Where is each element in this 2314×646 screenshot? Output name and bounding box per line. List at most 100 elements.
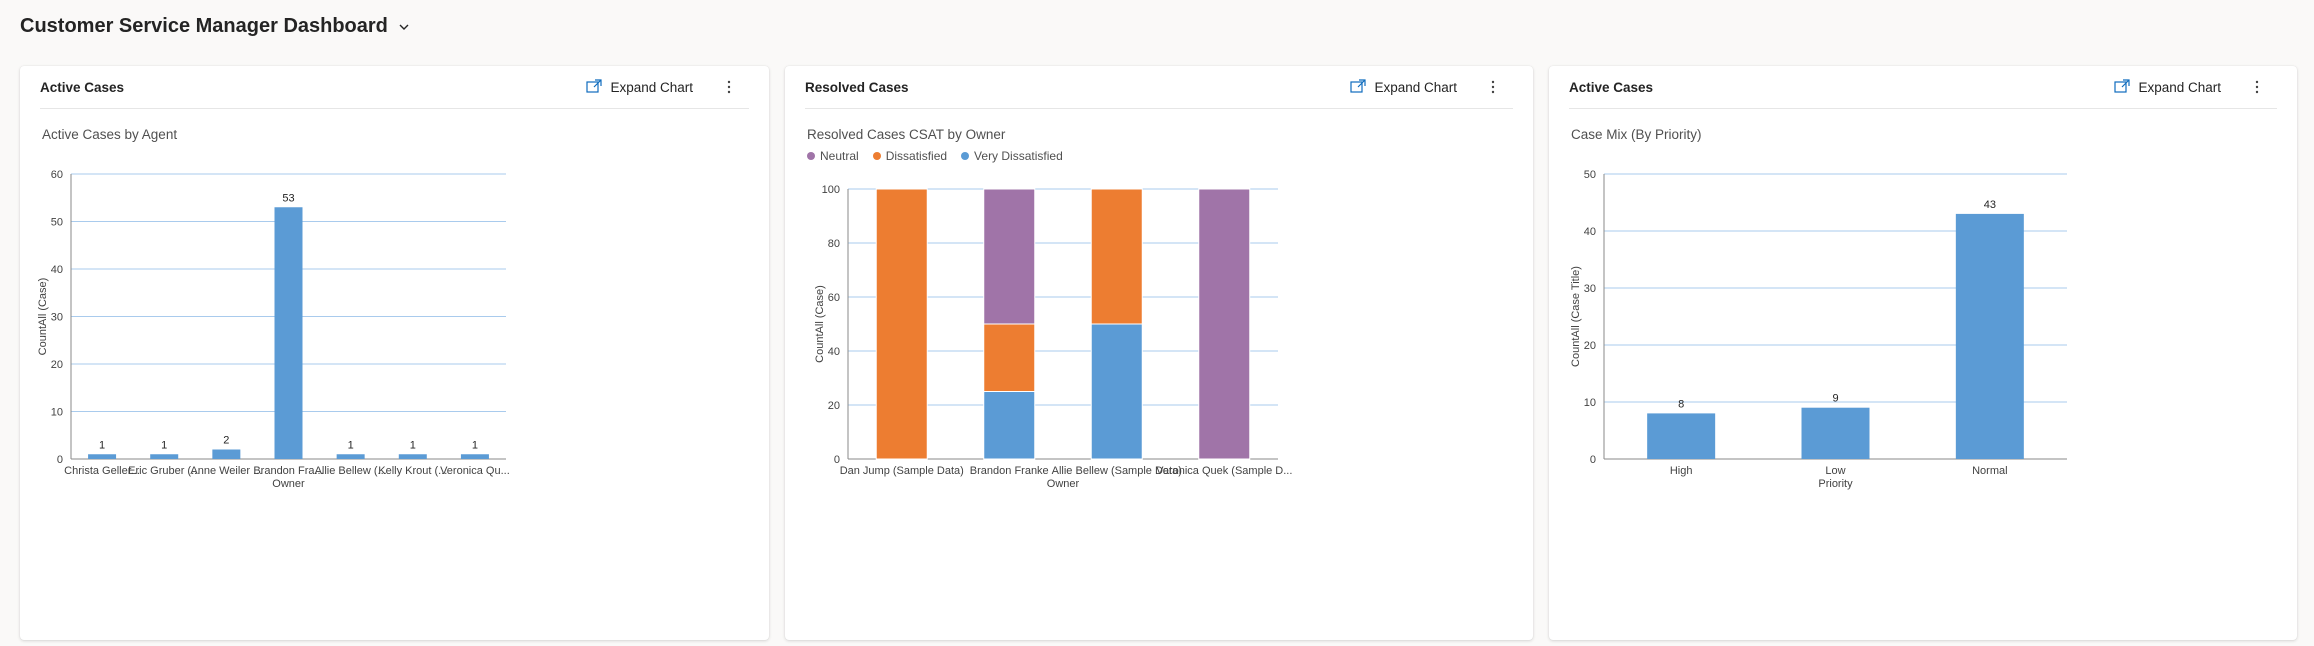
x-axis-label: Priority bbox=[1818, 478, 1853, 490]
bar-segment[interactable] bbox=[1090, 323, 1143, 460]
bar[interactable] bbox=[1955, 213, 2024, 459]
y-tick-label: 40 bbox=[1584, 226, 1596, 238]
card-actions: Expand Chart bbox=[580, 75, 749, 100]
y-axis-label: CountAll (Case Title) bbox=[1570, 266, 1582, 367]
bar-segment[interactable] bbox=[983, 391, 1036, 460]
expand-chart-button[interactable]: Expand Chart bbox=[580, 75, 699, 100]
x-tick-label: Anne Weiler ... bbox=[190, 465, 262, 477]
y-axis-label: CountAll (Case) bbox=[37, 278, 49, 356]
expand-chart-label: Expand Chart bbox=[1374, 79, 1457, 95]
bar[interactable] bbox=[150, 454, 179, 459]
x-tick-label: Low bbox=[1825, 465, 1845, 477]
more-options-button[interactable] bbox=[721, 76, 737, 98]
x-tick-label: Allie Bellew (... bbox=[315, 465, 387, 477]
expand-chart-button[interactable]: Expand Chart bbox=[1344, 75, 1463, 100]
y-tick-label: 40 bbox=[51, 264, 63, 276]
y-tick-label: 10 bbox=[51, 407, 63, 419]
y-axis-label: CountAll (Case) bbox=[814, 285, 826, 363]
x-tick-label: Brandon Franke bbox=[970, 465, 1049, 477]
data-label: 1 bbox=[472, 439, 478, 451]
legend-dot bbox=[807, 152, 815, 160]
data-label: 8 bbox=[1678, 398, 1684, 410]
x-tick-label: Veronica Quek (Sample D... bbox=[1156, 465, 1292, 477]
x-tick-label: High bbox=[1670, 465, 1693, 477]
data-label: 2 bbox=[223, 435, 229, 447]
card-header: Resolved Cases Expand Chart bbox=[805, 66, 1513, 109]
expand-chart-icon bbox=[1350, 78, 1367, 96]
more-options-button[interactable] bbox=[1485, 76, 1501, 98]
legend-item-neutral[interactable]: Neutral bbox=[807, 149, 859, 163]
expand-chart-button[interactable]: Expand Chart bbox=[2108, 75, 2227, 100]
more-vertical-icon bbox=[2255, 80, 2259, 94]
y-tick-label: 100 bbox=[822, 184, 840, 196]
bar[interactable] bbox=[212, 449, 241, 460]
x-tick-label: Allie Bellew (Sample Data) bbox=[1052, 465, 1182, 477]
bar[interactable] bbox=[1801, 407, 1870, 459]
y-tick-label: 30 bbox=[1584, 283, 1596, 295]
bar[interactable] bbox=[460, 454, 489, 459]
y-tick-label: 0 bbox=[57, 454, 63, 466]
y-tick-label: 20 bbox=[51, 359, 63, 371]
chevron-down-icon[interactable] bbox=[398, 21, 410, 33]
x-axis-label: Owner bbox=[1047, 478, 1080, 490]
chart-title: Resolved Cases CSAT by Owner bbox=[807, 127, 1006, 142]
legend-label: Neutral bbox=[820, 149, 859, 163]
y-tick-label: 20 bbox=[1584, 340, 1596, 352]
y-tick-label: 0 bbox=[834, 454, 840, 466]
bar[interactable] bbox=[1647, 413, 1716, 459]
data-label: 1 bbox=[161, 439, 167, 451]
page-title[interactable]: Customer Service Manager Dashboard bbox=[20, 14, 388, 37]
card-title: Active Cases bbox=[1569, 79, 1654, 95]
more-options-button[interactable] bbox=[2249, 76, 2265, 98]
y-tick-label: 10 bbox=[1584, 397, 1596, 409]
y-tick-label: 30 bbox=[51, 312, 63, 324]
bar-segment[interactable] bbox=[1198, 188, 1251, 460]
expand-chart-icon bbox=[586, 78, 603, 96]
case-mix-by-priority-card: Active Cases Expand Chart Case Mix (By P… bbox=[1549, 66, 2297, 640]
legend-label: Dissatisfied bbox=[885, 149, 948, 163]
data-label: 43 bbox=[1984, 199, 1996, 211]
bar-chart: 0 10 20 30 40 50 60 CountAll (Case) Owner Christa… bbox=[37, 169, 510, 490]
x-tick-label: Eric Gruber (... bbox=[128, 465, 200, 477]
bar-segment[interactable] bbox=[983, 323, 1036, 392]
legend-dot bbox=[872, 152, 881, 160]
card-title: Resolved Cases bbox=[805, 79, 909, 95]
legend-item-dissatisfied[interactable]: Dissatisfied bbox=[872, 149, 948, 163]
card-actions: Expand Chart bbox=[2108, 75, 2277, 100]
data-label: 1 bbox=[348, 439, 354, 451]
x-tick-label: Normal bbox=[1972, 465, 2007, 477]
bar[interactable] bbox=[274, 207, 303, 459]
card-actions: Expand Chart bbox=[1344, 75, 1513, 100]
y-tick-label: 40 bbox=[828, 346, 840, 358]
bar[interactable] bbox=[88, 454, 117, 459]
active-cases-by-agent-card: Active Cases Expand Chart Active Cases b… bbox=[20, 66, 769, 640]
x-tick-label: Dan Jump (Sample Data) bbox=[840, 465, 964, 477]
y-tick-label: 80 bbox=[828, 238, 840, 250]
data-label: 53 bbox=[282, 192, 294, 204]
dashboard-header: Customer Service Manager Dashboard bbox=[0, 0, 2314, 52]
y-tick-label: 60 bbox=[828, 292, 840, 304]
data-label: 1 bbox=[410, 439, 416, 451]
expand-chart-label: Expand Chart bbox=[2138, 79, 2221, 95]
y-tick-label: 20 bbox=[828, 400, 840, 412]
plot-area: 0 20 40 60 80 100 CountAll (Case) Owner Dan Jump… bbox=[814, 184, 1292, 490]
legend-label: Very Dissatisfied bbox=[974, 149, 1063, 163]
x-axis-label: Owner bbox=[272, 478, 305, 490]
card-title: Active Cases bbox=[40, 79, 125, 95]
bar-segment[interactable] bbox=[1090, 188, 1143, 325]
expand-chart-label: Expand Chart bbox=[610, 79, 693, 95]
legend-item-very-dissatisfied[interactable]: Very Dissatisfied bbox=[961, 149, 1063, 163]
plot-area: 0 10 20 30 40 50 60 CountAll (Case) Owner Christa… bbox=[37, 169, 510, 490]
bar-segment[interactable] bbox=[875, 188, 928, 460]
bar[interactable] bbox=[398, 454, 427, 459]
data-label: 1 bbox=[99, 439, 105, 451]
x-tick-label: Kelly Krout (... bbox=[378, 465, 447, 477]
y-tick-label: 50 bbox=[51, 217, 63, 229]
bar-segment[interactable] bbox=[983, 188, 1036, 325]
x-tick-label: Brandon Fra... bbox=[253, 465, 323, 477]
expand-chart-icon bbox=[2114, 78, 2131, 96]
bar-chart: 0 10 20 30 40 50 CountAll (Case Title) Priority… bbox=[1570, 169, 2067, 490]
bar[interactable] bbox=[336, 454, 365, 459]
plot-area: 0 10 20 30 40 50 CountAll (Case Title) Priority… bbox=[1570, 169, 2067, 490]
x-tick-label: Veronica Qu... bbox=[440, 465, 510, 477]
